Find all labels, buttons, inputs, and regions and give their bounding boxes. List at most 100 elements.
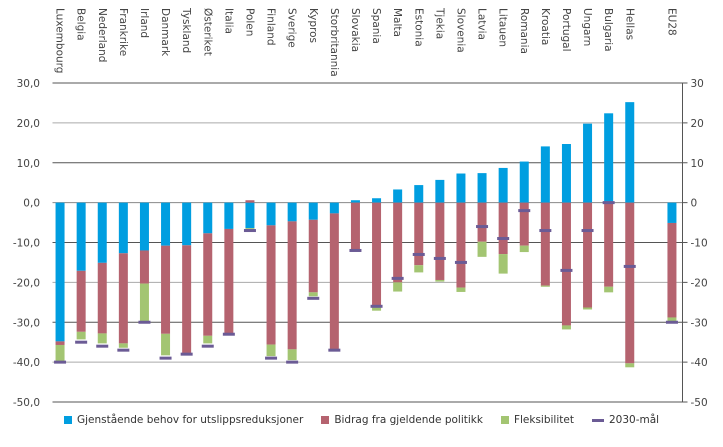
bar-segment-flex [97, 333, 107, 344]
category-label: Slovakia [349, 8, 361, 52]
right-tick-label: -50 [691, 397, 708, 409]
left-tick-label: -10,0 [13, 238, 40, 250]
category-label: Romania [518, 8, 530, 54]
bar-segment-flex [519, 245, 529, 253]
target-marker [433, 256, 446, 260]
legend-label: Bidrag fra gjeldende politikk [334, 414, 483, 426]
bar-segment-flex [203, 335, 213, 344]
category-label: Tyskland [180, 7, 192, 53]
target-marker [518, 209, 531, 213]
bar-segment-gap [435, 179, 445, 203]
bar-segment-flex [118, 343, 128, 348]
bar-segment-gap [55, 202, 65, 342]
category-label: Spania [370, 8, 382, 44]
category-label: Latvia [476, 8, 488, 40]
bar-segment-gap [498, 167, 508, 203]
category-label: Malta [391, 8, 403, 37]
legend-swatch-green [500, 416, 509, 424]
bar-segment-flex [540, 285, 550, 287]
bar-segment-flex [414, 265, 424, 273]
target-marker [222, 332, 235, 336]
bar-segment-flex [266, 344, 276, 357]
bar-segment-policy [604, 202, 614, 287]
left-tick-label: 20,0 [17, 118, 40, 130]
category-label: Tjekia [433, 7, 445, 39]
category-label: Slovenia [454, 8, 466, 53]
left-tick-label: -30,0 [13, 317, 40, 329]
bar-segment-policy [287, 221, 297, 350]
legend-swatch-red [321, 416, 330, 424]
bar-segment-policy [55, 341, 65, 345]
bar-segment-flex [372, 306, 382, 311]
legend-swatch-line [591, 418, 604, 422]
legend-item-target: 2030-mål [591, 414, 660, 426]
bar-segment-gap [540, 146, 550, 203]
bar-segment-gap [139, 202, 149, 251]
right-tick-label: 30 [691, 78, 704, 90]
bar-segment-policy [583, 202, 593, 308]
target-marker [497, 237, 510, 241]
bar-segment-policy [477, 202, 487, 242]
bar-segment-policy [498, 202, 508, 255]
bar-segment-policy [350, 202, 360, 250]
category-label: Italia [222, 8, 234, 34]
bar-segment-policy [414, 202, 424, 266]
bar-segment-gap [414, 185, 424, 203]
bar-segment-policy [182, 245, 192, 353]
category-label: Kypros [307, 8, 319, 43]
right-tick-label: -40 [691, 357, 708, 369]
category-label: Portugal [560, 8, 572, 52]
target-marker [117, 348, 130, 352]
target-marker [75, 340, 88, 344]
bar-segment-flex [456, 287, 466, 292]
target-marker [328, 348, 341, 352]
category-label: Irland [138, 8, 150, 38]
right-tick-label: -10 [691, 238, 708, 250]
bar-segment-flex [583, 307, 593, 310]
category-label: EU28 [665, 8, 677, 36]
bar-segment-policy [625, 202, 635, 364]
target-marker [623, 264, 636, 268]
target-marker [96, 344, 109, 348]
bar-segment-flex [435, 279, 445, 282]
left-tick-label: -40,0 [13, 357, 40, 369]
legend-label: 2030-mål [608, 414, 660, 426]
target-marker [349, 248, 362, 252]
right-tick-label: 0 [691, 198, 698, 210]
legend-item-gap: Gjenstående behov for utslippsreduksjone… [63, 414, 303, 426]
bar-segment-flex [287, 349, 297, 361]
bar-segment-gap [350, 200, 360, 203]
bar-segment-policy [519, 202, 529, 246]
target-marker [665, 320, 678, 324]
bar-segment-policy [372, 202, 382, 307]
target-marker [370, 304, 383, 308]
bar-segment-flex [139, 283, 149, 322]
bar-segment-gap [372, 198, 382, 203]
bar-segment-policy [435, 202, 445, 280]
right-tick-label: -20 [691, 277, 708, 289]
bar-segment-policy [224, 228, 234, 334]
bar-segment-policy [97, 262, 107, 334]
bar-segment-gap [625, 102, 635, 203]
bar-segment-flex [161, 333, 171, 356]
bar-segment-gap [329, 202, 339, 214]
bar-segment-gap [203, 202, 213, 234]
left-tick-label: 10,0 [17, 158, 40, 170]
bar-segment-flex [477, 241, 487, 257]
bar-segment-flex [55, 344, 65, 362]
category-label: Danmark [159, 8, 171, 57]
right-tick-label: 20 [691, 118, 704, 130]
bar-segment-policy [667, 222, 677, 318]
target-marker [54, 360, 67, 364]
bar-segment-gap [583, 123, 593, 203]
bar-segment-policy [266, 225, 276, 345]
bar-segment-flex [625, 363, 635, 368]
bar-segment-gap [76, 202, 86, 271]
bar-segment-flex [667, 317, 677, 322]
right-tick-label: 10 [691, 158, 704, 170]
bar-segment-gap [477, 173, 487, 203]
bar-segment-gap [456, 173, 466, 203]
bar-segment-policy [393, 202, 403, 283]
legend-item-policy: Bidrag fra gjeldende politikk [321, 414, 483, 426]
bar-segment-policy [456, 202, 466, 288]
